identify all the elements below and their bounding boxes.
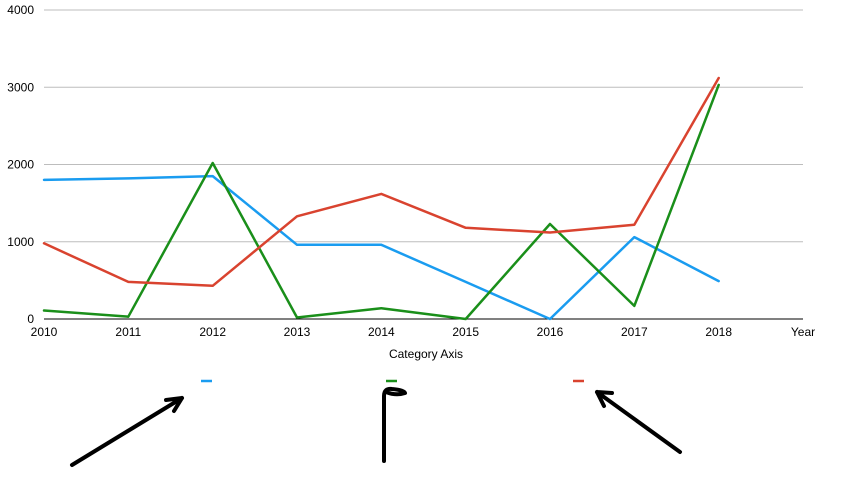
x-tick-label: 2012 — [199, 325, 226, 339]
x-tick-label: 2017 — [621, 325, 648, 339]
x-tick-label: 2013 — [284, 325, 311, 339]
x-tick-label: 2015 — [452, 325, 479, 339]
hand-drawn-annotations — [70, 386, 682, 467]
y-tick-label: 2000 — [7, 158, 34, 172]
x-axis-tick-labels: 2010 2011 2012 2013 2014 2015 2016 2017 2018 Year — [31, 325, 815, 339]
annotation-hook-middle — [382, 386, 407, 463]
annotation-arrow-left — [70, 396, 184, 467]
x-tick-label: 2014 — [368, 325, 395, 339]
x-tick-label: 2011 — [115, 325, 141, 339]
y-tick-label: 4000 — [7, 3, 34, 17]
y-tick-label: 0 — [27, 312, 34, 326]
x-tick-label: 2016 — [537, 325, 564, 339]
series-lines — [42, 76, 720, 321]
series-line-1 — [42, 174, 720, 321]
y-axis-tick-labels: 0 1000 2000 3000 4000 — [7, 3, 34, 326]
x-tick-label: 2018 — [705, 325, 732, 339]
annotation-arrow-right — [595, 390, 682, 454]
y-tick-label: 3000 — [7, 80, 34, 94]
y-tick-label: 1000 — [7, 235, 34, 249]
x-axis-title: Category Axis — [389, 347, 463, 361]
x-tick-label: 2010 — [31, 325, 58, 339]
x-axis-end-label: Year — [791, 325, 815, 339]
